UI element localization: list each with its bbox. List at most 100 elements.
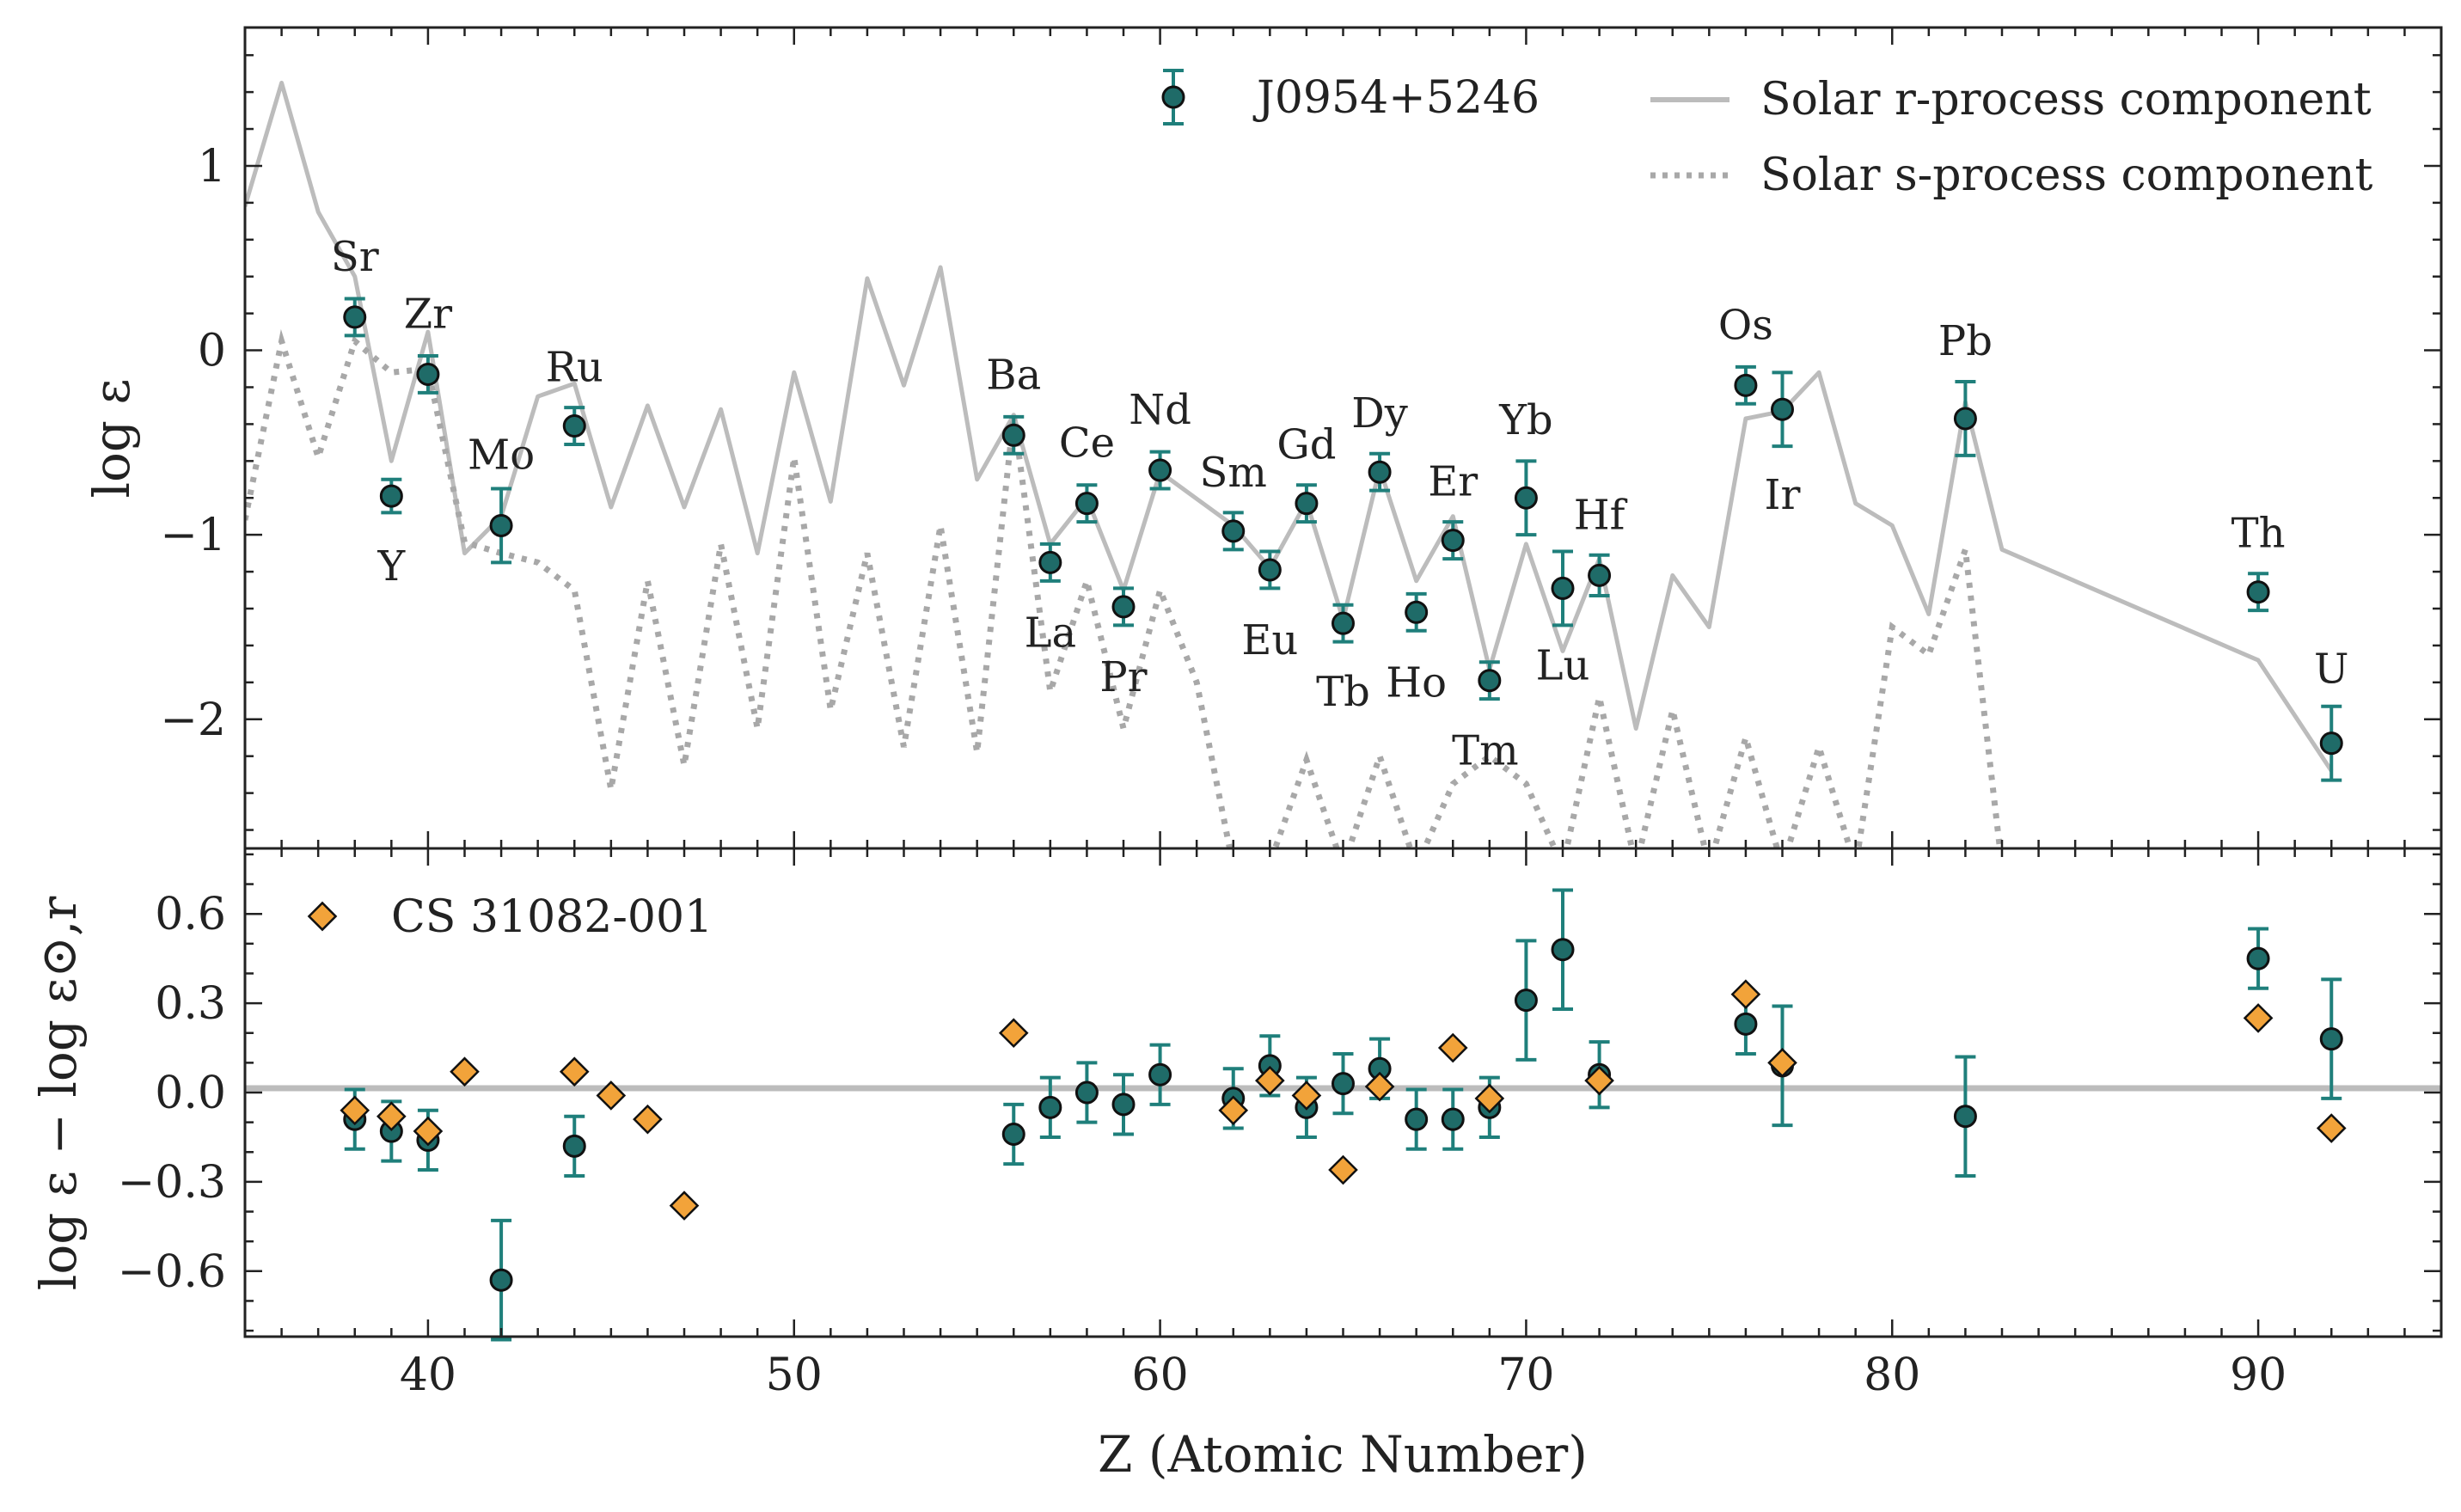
- cs31082-diamond: [1730, 979, 1761, 1010]
- cs31082-diamond: [1328, 1154, 1358, 1185]
- j0954-top-marker: [343, 305, 367, 329]
- element-label: Dy: [1351, 389, 1408, 438]
- j0954-top-marker: [1441, 529, 1465, 553]
- element-label: Yb: [1498, 396, 1552, 444]
- j0954-bottom-marker: [562, 1134, 586, 1158]
- x-axis-label: Z (Atomic Number): [1098, 1425, 1588, 1484]
- y-tick-label: 0.6: [155, 889, 226, 940]
- element-label: Pb: [1938, 317, 1993, 365]
- j0954-top-marker: [1111, 595, 1136, 619]
- element-label: Sm: [1200, 449, 1267, 497]
- y-tick-label: 0: [198, 326, 226, 377]
- element-label: Zr: [404, 290, 452, 338]
- cs31082-diamond: [1291, 1080, 1322, 1111]
- legend-marker-circle: [1161, 85, 1185, 109]
- j0954-bottom-marker: [2246, 946, 2270, 970]
- j0954-bottom-marker: [1074, 1080, 1099, 1105]
- element-label: Tb: [1316, 668, 1370, 716]
- y-tick-label: 0.3: [155, 978, 226, 1030]
- legend-label-r-process: Solar r-process component: [1760, 74, 2372, 125]
- j0954-bottom-marker: [2319, 1027, 2343, 1051]
- element-label: Mo: [468, 431, 535, 479]
- y-tick-label: −0.6: [118, 1246, 226, 1298]
- legend-label-s-process: Solar s-process component: [1760, 150, 2373, 201]
- element-label: Ce: [1059, 419, 1115, 468]
- element-label: Hf: [1574, 491, 1628, 539]
- j0954-top-marker: [1514, 486, 1538, 510]
- x-tick-label: 70: [1497, 1350, 1554, 1401]
- j0954-bottom-marker: [1001, 1122, 1025, 1146]
- cs31082-diamond: [669, 1191, 700, 1221]
- element-label: Ru: [546, 344, 603, 392]
- cs31082-diamond: [633, 1104, 663, 1135]
- element-label: Ir: [1765, 471, 1801, 519]
- cs31082-diamonds: [340, 979, 2347, 1221]
- x-tick-label: 50: [766, 1350, 823, 1401]
- j0954-top-marker: [489, 513, 513, 537]
- bottom-ticks: 40 50 60 70 80 90 0.6 0.3 0.0 −0.3 −0.6: [118, 848, 2443, 1401]
- j0954-bottom-marker: [1332, 1072, 1355, 1096]
- j0954-bottom-marker: [1551, 938, 1575, 962]
- element-label: U: [2314, 646, 2348, 694]
- solar-s-process-line: [245, 328, 2004, 848]
- j0954-top-marker: [2246, 580, 2270, 604]
- cs31082-diamond: [1255, 1065, 1285, 1096]
- top-markers: [343, 305, 2343, 756]
- j0954-top-marker: [1001, 423, 1025, 447]
- j0954-top-marker: [1368, 460, 1392, 484]
- cs31082-diamond: [376, 1101, 407, 1132]
- j0954-top-marker: [1588, 563, 1612, 587]
- cs31082-diamond: [1767, 1048, 1797, 1078]
- cs31082-diamond: [2243, 1003, 2274, 1033]
- element-label: Tm: [1452, 727, 1519, 775]
- j0954-top-marker: [1074, 492, 1099, 516]
- x-tick-label: 40: [400, 1350, 456, 1401]
- x-tick-label: 60: [1131, 1350, 1188, 1401]
- top-ylabel: log ε: [83, 378, 141, 498]
- j0954-top-marker: [562, 414, 586, 438]
- j0954-top-marker: [1038, 550, 1062, 574]
- x-tick-label: 90: [2230, 1350, 2287, 1401]
- j0954-bottom-marker: [1148, 1062, 1172, 1087]
- element-label: Ba: [986, 351, 1041, 399]
- bottom-panel: 40 50 60 70 80 90 0.6 0.3 0.0 −0.3 −0.6 CS 31082-0…: [29, 847, 2443, 1484]
- element-label: Os: [1718, 301, 1773, 349]
- j0954-top-marker: [1771, 397, 1794, 421]
- element-label: Nd: [1129, 386, 1191, 434]
- j0954-top-marker: [1478, 669, 1502, 693]
- j0954-top-marker: [1258, 558, 1282, 582]
- legend-label-cs31082: CS 31082-001: [391, 891, 713, 943]
- element-label: La: [1025, 609, 1077, 657]
- y-tick-label: 1: [198, 141, 226, 193]
- bottom-ylabel: log ε − log ε⊙,r: [29, 897, 88, 1291]
- j0954-top-marker: [1332, 611, 1355, 635]
- cs31082-diamond: [1437, 1032, 1468, 1063]
- j0954-bottom-marker: [1405, 1107, 1429, 1131]
- cs31082-diamond: [450, 1056, 480, 1087]
- j0954-bottom-marker: [1734, 1012, 1758, 1036]
- j0954-top-marker: [1221, 519, 1246, 543]
- element-label: Ho: [1386, 658, 1447, 707]
- j0954-top-marker: [1953, 407, 1977, 431]
- cs31082-diamond: [1584, 1065, 1614, 1096]
- j0954-top-marker: [2319, 732, 2343, 756]
- x-tick-label: 80: [1864, 1350, 1920, 1401]
- j0954-top-marker: [1734, 373, 1758, 397]
- element-label: Pr: [1099, 653, 1147, 701]
- j0954-bottom-marker: [1038, 1095, 1062, 1119]
- element-label: Th: [2231, 510, 2286, 558]
- j0954-top-marker: [1405, 600, 1429, 624]
- cs31082-diamond: [413, 1116, 444, 1147]
- element-label: Y: [376, 542, 406, 591]
- y-tick-label: −0.3: [118, 1157, 226, 1209]
- bottom-legend: CS 31082-001: [307, 891, 713, 943]
- y-tick-label: −1: [160, 510, 226, 561]
- element-label: Er: [1428, 458, 1478, 506]
- element-label: Sr: [331, 233, 379, 281]
- j0954-top-marker: [379, 484, 403, 508]
- top-legend: J0954+5246 Solar r-process component Sol…: [1161, 69, 2373, 201]
- y-tick-label: 0.0: [155, 1068, 226, 1119]
- j0954-bottom-marker: [489, 1268, 513, 1292]
